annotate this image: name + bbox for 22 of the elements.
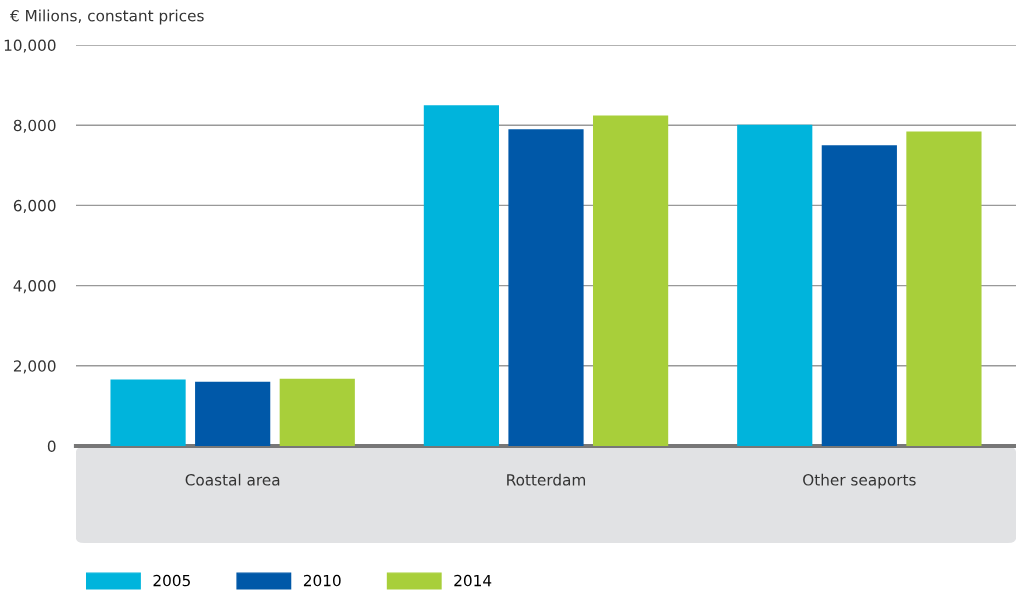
y-tick-label: 0: [47, 440, 56, 453]
x-tick-label: Coastal area: [185, 473, 280, 486]
y-tick-label: 4,000: [13, 280, 56, 294]
y-tick-label: 6,000: [13, 199, 56, 213]
bar: [906, 131, 982, 446]
bar: [423, 105, 499, 446]
bar: [508, 129, 584, 446]
y-axis-title: € Milions, constant prices: [10, 9, 204, 25]
bar: [821, 145, 897, 446]
y-tick-label: 2,000: [13, 360, 56, 374]
bar: [279, 378, 355, 446]
legend-label: 2010: [303, 574, 341, 587]
bar: [593, 115, 669, 446]
y-tick-label: 10,000: [4, 39, 56, 53]
legend-label: 2005: [153, 574, 190, 587]
x-tick-label: Rotterdam: [507, 473, 586, 486]
bar: [110, 379, 186, 446]
x-tick-label: Other seaports: [803, 473, 916, 489]
y-tick-label: 8,000: [13, 119, 56, 133]
bar: [195, 381, 271, 446]
bar: [737, 124, 813, 446]
legend-label: 2014: [454, 574, 492, 587]
